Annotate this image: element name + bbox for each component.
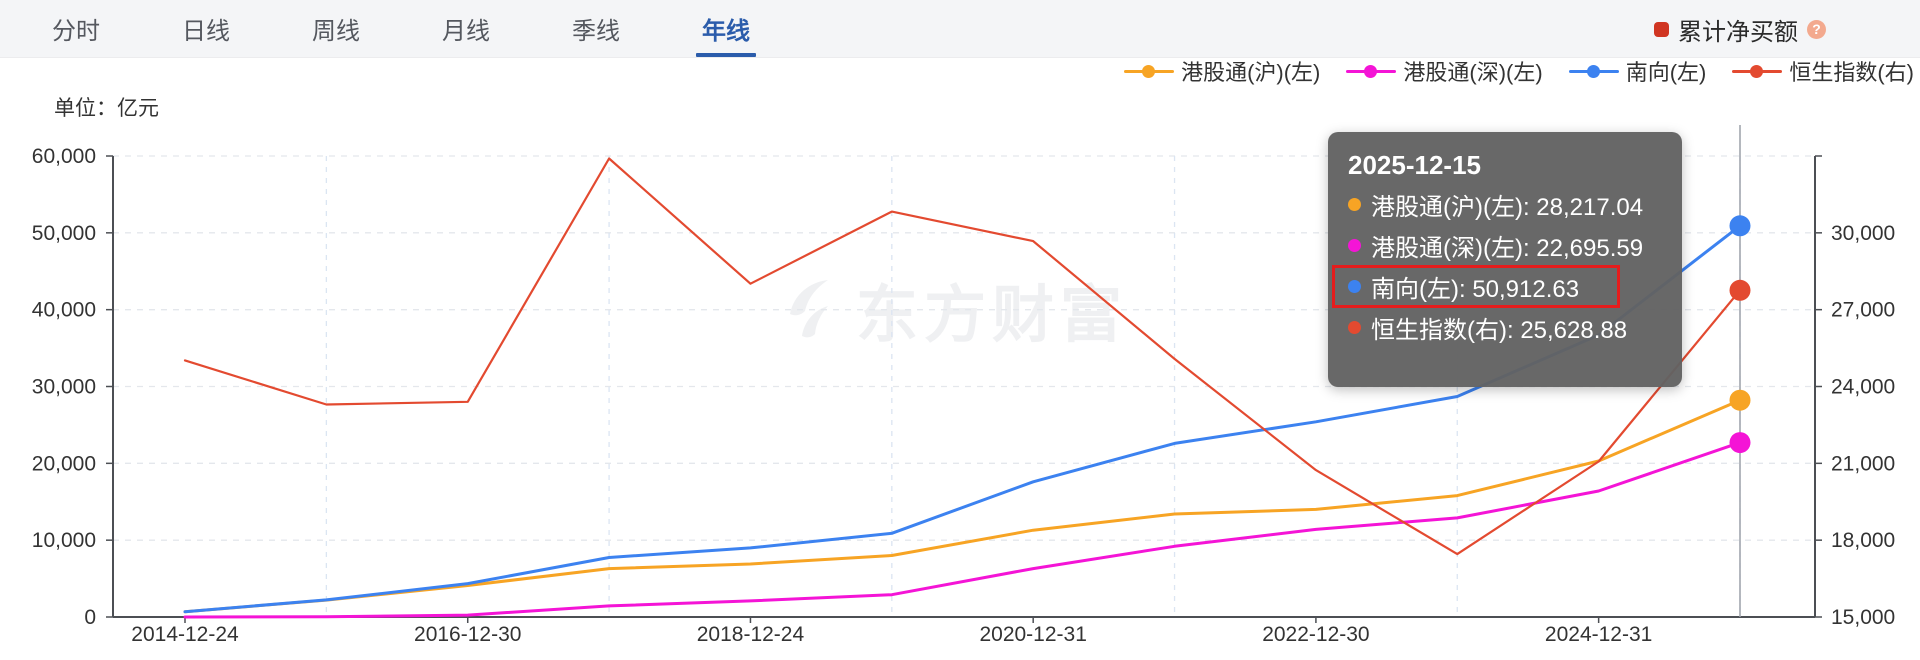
y-axis-left-label: 60,000 (32, 145, 96, 168)
tooltip-date: 2025-12-15 (1348, 150, 1481, 180)
y-axis-left-label: 20,000 (32, 452, 96, 475)
hover-tooltip: 2025-12-15 港股通(沪)(左): 28,217.04 港股通(深)(左)… (1328, 132, 1682, 387)
indicator-toggle[interactable]: 累计净买额 ? (1654, 0, 1826, 58)
y-axis-right-label: 24,000 (1831, 376, 1895, 399)
tooltip-row-text: 南向(左): 50,912.63 (1371, 276, 1580, 303)
series-line-3 (183, 157, 1742, 556)
legend-item-0[interactable]: 港股通(沪)(左) (1124, 55, 1320, 87)
legend-marker-icon (1124, 64, 1175, 78)
y-axis-left-label: 50,000 (32, 222, 96, 245)
legend-label: 恒生指数(右) (1789, 60, 1914, 85)
x-axis-label: 2016-12-30 (414, 623, 521, 646)
tooltip-row-text: 港股通(沪)(左): 28,217.04 (1371, 194, 1644, 221)
hover-point-3 (1729, 279, 1751, 301)
hover-point-0 (1729, 389, 1751, 411)
series-line-1 (183, 441, 1742, 619)
legend-item-3[interactable]: 恒生指数(右) (1732, 55, 1914, 87)
series-dot-icon (1348, 239, 1361, 252)
x-axis-label: 2014-12-24 (131, 623, 239, 646)
y-axis-right-label: 18,000 (1831, 529, 1895, 552)
tab-quarterly[interactable]: 季线 (572, 18, 620, 45)
series-dot-icon (1348, 321, 1361, 334)
period-tabbar: 分时 日线 周线 月线 季线 年线 (0, 0, 1920, 58)
legend-marker-icon (1568, 64, 1619, 78)
x-axis-label: 2020-12-31 (979, 623, 1086, 646)
tooltip-rows: 港股通(沪)(左): 28,217.04 港股通(深)(左): 22,695.59… (1332, 184, 1662, 348)
tab-weekly[interactable]: 周线 (312, 18, 360, 45)
y-axis-right-label: 27,000 (1831, 299, 1895, 322)
hover-point-2 (1729, 215, 1751, 237)
tab-yearly[interactable]: 年线 (696, 0, 756, 57)
tooltip-row-1: 港股通(深)(左): 22,695.59 (1348, 225, 1662, 266)
y-axis-left-label: 40,000 (32, 299, 96, 322)
legend-marker-icon (1346, 64, 1397, 78)
x-axis-label: 2022-12-30 (1262, 623, 1369, 646)
tooltip-row-3: 恒生指数(右): 25,628.88 (1348, 307, 1662, 348)
y-axis-left-label: 10,000 (32, 529, 96, 552)
tab-minute[interactable]: 分时 (52, 18, 100, 45)
indicator-swatch-icon (1654, 21, 1669, 37)
x-axis-label: 2024-12-31 (1545, 623, 1652, 646)
series-line-0 (183, 398, 1742, 614)
indicator-label: 累计净买额 (1678, 18, 1798, 46)
legend-item-1[interactable]: 港股通(深)(左) (1346, 55, 1543, 87)
y-axis-right-label: 30,000 (1831, 222, 1895, 245)
help-icon[interactable]: ? (1807, 19, 1826, 39)
tab-monthly[interactable]: 月线 (442, 18, 490, 45)
legend-label: 港股通(沪)(左) (1181, 60, 1321, 85)
y-axis-left-label: 0 (84, 606, 96, 629)
hover-point-1 (1729, 432, 1751, 454)
y-axis-left-label: 30,000 (32, 376, 96, 399)
legend-label: 港股通(深)(左) (1403, 60, 1543, 85)
tooltip-row-text: 港股通(深)(左): 22,695.59 (1371, 235, 1644, 262)
series-dot-icon (1348, 280, 1361, 293)
tooltip-row-0: 港股通(沪)(左): 28,217.04 (1348, 184, 1662, 225)
axis-unit-label: 单位：亿元 (54, 97, 159, 120)
y-axis-right-label: 15,000 (1831, 606, 1895, 629)
y-axis-right-label: 21,000 (1831, 452, 1895, 475)
legend-marker-icon (1732, 64, 1783, 78)
legend-item-2[interactable]: 南向(左) (1568, 55, 1707, 87)
series-dot-icon (1348, 198, 1361, 211)
chart-legend: 港股通(沪)(左) 港股通(深)(左) 南向(左) 恒生指数(右) (1124, 56, 1914, 86)
tooltip-row-2: 南向(左): 50,912.63 (1332, 265, 1662, 308)
tab-daily[interactable]: 日线 (182, 18, 230, 45)
tooltip-row-text: 恒生指数(右): 25,628.88 (1371, 317, 1628, 344)
x-axis-label: 2018-12-24 (697, 623, 805, 646)
legend-label: 南向(左) (1625, 60, 1707, 85)
